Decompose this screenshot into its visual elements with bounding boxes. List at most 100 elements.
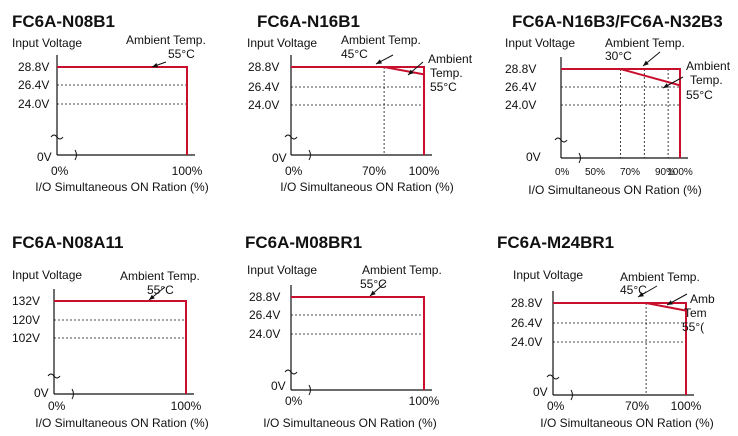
chart-title: FC6A-N08A11	[12, 233, 124, 252]
chart-panel-5: FC6A-M08BR1 Input Voltage 28.8V 26.4V 24.0V 0…	[245, 233, 442, 430]
x-tick-label: 0%	[285, 394, 303, 408]
chart-panel-3: FC6A-N16B3/FC6A-N32B3 Input Voltage 28.8V 2…	[505, 12, 731, 197]
y-tick-label: 24.0V	[18, 97, 49, 111]
x-tick-label: 50%	[585, 167, 605, 178]
y-tick-label: 26.4V	[249, 308, 280, 322]
chart-title: FC6A-N16B1	[257, 12, 360, 31]
ambient-temp-annotation: 45°C	[620, 283, 647, 297]
x-tick-label: 100%	[409, 164, 440, 178]
y-axis-label: Input Voltage	[12, 268, 82, 282]
x-axis-label: I/O Simultaneous ON Ration (%)	[528, 183, 701, 197]
x-axis-label: I/O Simultaneous ON Ration (%)	[263, 416, 436, 430]
y-tick-label: 28.8V	[249, 290, 280, 304]
derating-curve	[553, 302, 687, 395]
ambient-temp-annotation: Temp.	[430, 66, 463, 80]
y-tick-label: 28.8V	[248, 60, 279, 74]
chart-title: FC6A-M24BR1	[497, 233, 614, 252]
x-tick-label: 100%	[409, 394, 440, 408]
arrow-head-icon	[376, 59, 382, 64]
derating-curve	[561, 68, 681, 158]
arrow-head-icon	[370, 290, 376, 296]
chart-panel-4: FC6A-N08A11 Input Voltage 132V 120V 102V 0V0%…	[12, 233, 209, 430]
x-tick-label: 0%	[547, 399, 565, 413]
ambient-temp-annotation: Ambient Temp.	[120, 269, 200, 283]
y-axis-label: Input Voltage	[513, 268, 583, 282]
ambient-temp-annotation: Ambient Temp.	[362, 263, 442, 277]
y-axis-break-icon	[47, 373, 61, 379]
x-tick-label: 70%	[362, 164, 386, 178]
derating-curve	[54, 300, 187, 394]
arrow-head-icon	[663, 83, 669, 88]
ambient-temp-annotation: Temp.	[690, 73, 723, 87]
y-tick-label: 132V	[12, 294, 40, 308]
arrow-head-icon	[149, 294, 155, 300]
y-tick-label: 26.4V	[505, 80, 536, 94]
y-axis-label: Input Voltage	[247, 263, 317, 277]
x-axis-break-icon	[71, 388, 74, 400]
y-tick-label: 26.4V	[18, 78, 49, 92]
y-axis-break-icon	[284, 369, 298, 375]
ambient-temp-annotation: 55°C	[686, 88, 713, 102]
chart-title: FC6A-N08B1	[12, 12, 115, 31]
ambient-temp-annotation: 45°C	[341, 47, 368, 61]
x-tick-label: 100%	[667, 167, 693, 178]
y-tick-label: 26.4V	[248, 80, 279, 94]
ambient-temp-annotation: 55°C	[168, 47, 195, 61]
x-tick-label: 100%	[172, 164, 203, 178]
derating-curve-high-temp	[645, 302, 687, 312]
arrow-head-icon	[667, 300, 673, 305]
x-axis-label: I/O Simultaneous ON Ration (%)	[280, 180, 453, 194]
x-tick-label: 0%	[48, 399, 66, 413]
x-axis-break-icon	[570, 389, 573, 401]
y-axis-break-icon	[546, 374, 560, 380]
chart-panel-1: FC6A-N08B1 Input Voltage 28.8V 26.4V 24.0V 0V…	[12, 12, 209, 194]
y-min-label: 0V	[526, 150, 541, 164]
arrow-head-icon	[643, 60, 649, 66]
y-min-label: 0V	[34, 386, 49, 400]
y-min-label: 0V	[271, 379, 286, 393]
y-tick-label: 26.4V	[511, 316, 542, 330]
x-tick-label: 100%	[171, 399, 202, 413]
y-axis-break-icon	[50, 134, 64, 140]
ambient-temp-annotation: 55°(	[682, 320, 704, 334]
y-tick-label: 28.8V	[505, 62, 536, 76]
x-tick-label: 70%	[620, 167, 640, 178]
y-tick-label: 24.0V	[248, 98, 279, 112]
y-axis-break-icon	[284, 134, 298, 140]
ambient-temp-annotation: Ambient Temp.	[605, 36, 685, 50]
chart-panel-2: FC6A-N16B1 Input Voltage 28.8V 26.4V 24.0V 0V…	[247, 12, 473, 194]
derating-curve	[291, 296, 425, 390]
ambient-temp-annotation: Amb	[690, 292, 715, 306]
x-tick-label: 90%	[655, 167, 675, 178]
derating-curve-high-temp	[620, 68, 681, 87]
arrow-head-icon	[152, 62, 158, 68]
x-axis-label: I/O Simultaneous ON Ration (%)	[35, 416, 208, 430]
y-axis-label: Input Voltage	[12, 36, 82, 50]
chart-title: FC6A-N16B3/FC6A-N32B3	[512, 12, 723, 31]
arrow-head-icon	[638, 292, 644, 297]
x-axis-label: I/O Simultaneous ON Ration (%)	[540, 416, 713, 430]
ambient-temp-annotation: Tem	[684, 306, 707, 320]
y-tick-label: 24.0V	[249, 327, 280, 341]
x-axis-break-icon	[74, 149, 77, 161]
y-min-label: 0V	[533, 385, 548, 399]
x-tick-label: 70%	[625, 399, 649, 413]
y-tick-label: 24.0V	[511, 335, 542, 349]
x-tick-label: 0%	[51, 164, 69, 178]
derating-curve-high-temp	[383, 66, 425, 76]
ambient-temp-annotation: Ambient	[686, 59, 731, 73]
y-axis-break-icon	[554, 137, 568, 143]
y-min-label: 0V	[37, 150, 52, 164]
y-tick-label: 120V	[12, 313, 40, 327]
y-tick-label: 102V	[12, 331, 40, 345]
x-tick-label: 0%	[285, 164, 303, 178]
derating-curve	[57, 66, 188, 155]
ambient-temp-annotation: 30°C	[605, 49, 632, 63]
derating-curve	[291, 66, 425, 155]
y-tick-label: 28.8V	[18, 60, 49, 74]
x-axis-break-icon	[308, 384, 311, 396]
arrow-head-icon	[408, 69, 414, 75]
x-tick-label: 100%	[671, 399, 702, 413]
y-axis-label: Input Voltage	[505, 36, 575, 50]
